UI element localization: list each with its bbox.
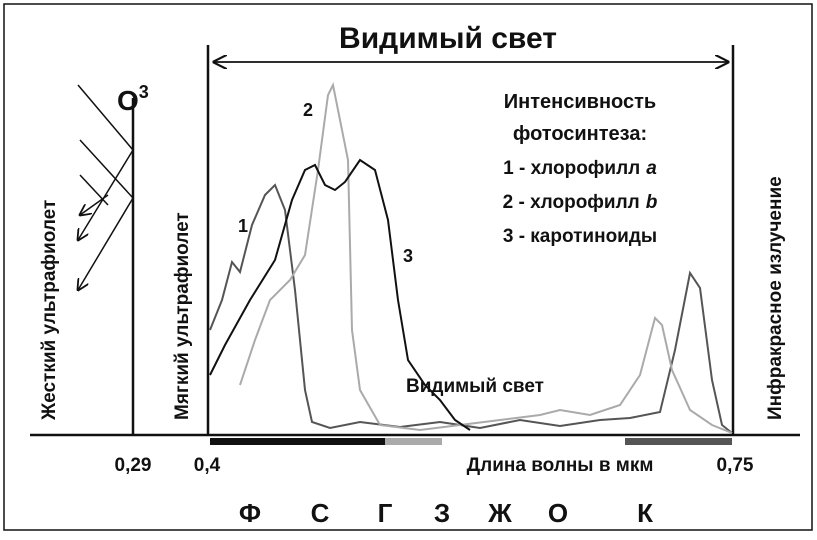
- spectrum-bars: [210, 438, 732, 445]
- color-letter: Ф: [239, 498, 261, 528]
- vertical-label: Жесткий ультрафиолет: [39, 200, 60, 421]
- tick-label: 0,75: [717, 455, 754, 476]
- uv-rays: [78, 84, 134, 290]
- legend-text: 2 - хлорофилл: [503, 192, 640, 213]
- legend-item: 2 - хлорофилл b: [503, 192, 658, 213]
- legend-item: 3 - каротиноиды: [503, 226, 657, 247]
- legend-heading: фотосинтеза:: [513, 123, 647, 145]
- legend-item: 1 - хлорофилл a: [503, 158, 657, 179]
- legend-text: 3 - каротиноиды: [503, 226, 657, 247]
- ozone: O3: [117, 82, 149, 116]
- legend-letter: a: [646, 158, 657, 179]
- tick-label: 0,4: [194, 455, 221, 476]
- color-letter: О: [548, 498, 568, 528]
- color-letter: К: [637, 498, 653, 528]
- inner-label: Видимый свет: [406, 376, 544, 397]
- legend-heading: Интенсивность: [504, 91, 656, 113]
- curve-label: 3: [403, 246, 413, 266]
- ozone-sup: 3: [139, 82, 149, 102]
- vertical-label: Инфракрасное излучение: [765, 176, 786, 420]
- ozone-base: O: [117, 85, 139, 116]
- title: Видимый свет: [339, 22, 557, 55]
- color-letter: С: [311, 498, 330, 528]
- color-letter: З: [434, 498, 450, 528]
- axes: [30, 45, 800, 437]
- curve-label: 2: [303, 100, 313, 120]
- tick-label: 0,29: [115, 455, 152, 476]
- color-letter: Г: [378, 498, 393, 528]
- curve-label: 1: [238, 216, 248, 236]
- vertical-label: Мягкий ультрафиолет: [172, 212, 193, 420]
- legend-letter: b: [646, 192, 658, 213]
- frame: [3, 3, 813, 531]
- axis-label: Длина волны в мкм: [467, 455, 654, 476]
- color-letter: Ж: [487, 498, 512, 528]
- legend-text: 1 - хлорофилл: [503, 158, 640, 179]
- curves: [209, 81, 733, 434]
